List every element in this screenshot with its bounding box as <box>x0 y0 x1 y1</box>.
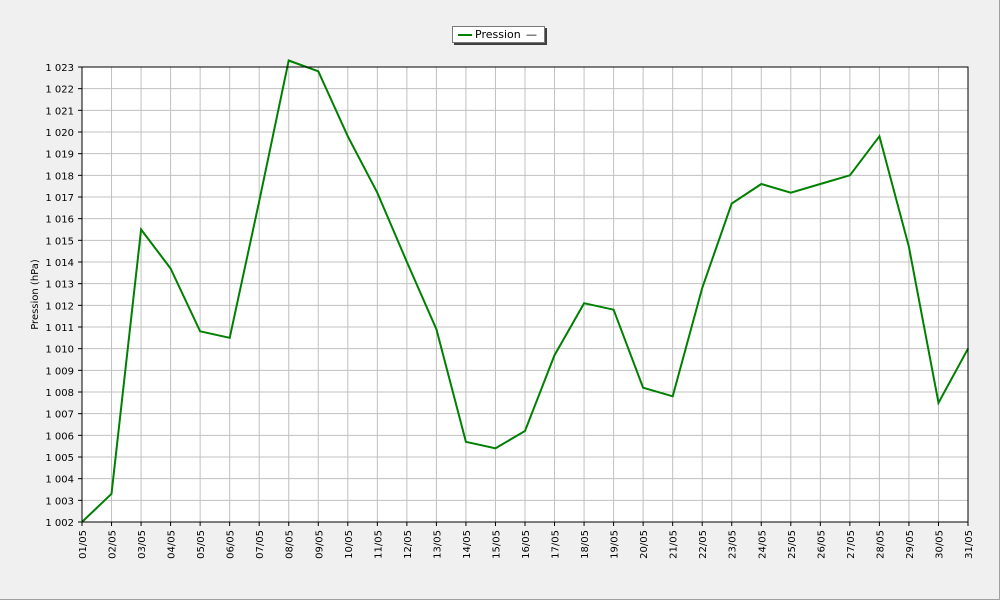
y-tick-label: 1 004 <box>45 475 74 486</box>
data-point <box>435 328 438 330</box>
y-tick-label: 1 002 <box>45 518 74 529</box>
x-tick-label: 22/05 <box>698 530 709 559</box>
x-tick-label: 02/05 <box>108 530 119 559</box>
x-tick-label: 09/05 <box>314 530 325 559</box>
data-point <box>287 59 290 62</box>
legend-label-pression: Pression <box>475 28 521 41</box>
y-tick-label: 1 014 <box>45 258 74 269</box>
plot-border <box>81 66 969 523</box>
x-tick-label: 16/05 <box>521 530 532 559</box>
x-tick-label: 25/05 <box>787 530 798 559</box>
data-point <box>878 135 881 138</box>
x-tick-label: 07/05 <box>255 530 266 559</box>
y-tick-label: 1 020 <box>45 128 74 139</box>
y-tick-label: 1 016 <box>45 215 74 226</box>
data-point <box>612 308 615 311</box>
x-tick-label: 26/05 <box>816 530 827 559</box>
data-point <box>849 174 851 177</box>
y-axis-ticks: 1 002 1 003 1 004 1 005 1 006 1 007 1 008 1 009… <box>45 63 82 529</box>
y-tick-label: 1 008 <box>45 388 74 399</box>
data-point <box>406 261 408 263</box>
x-tick-label: 03/05 <box>137 530 148 559</box>
x-tick-label: 20/05 <box>639 530 650 559</box>
data-point <box>790 191 792 194</box>
data-point <box>228 337 231 339</box>
data-point <box>937 402 940 404</box>
chart-legend: Pression — <box>452 26 545 43</box>
x-tick-label: 10/05 <box>344 530 355 559</box>
y-tick-label: 1 022 <box>45 85 74 96</box>
y-tick-label: 1 015 <box>45 236 74 247</box>
data-point <box>465 441 467 443</box>
x-tick-label: 01/05 <box>78 530 89 559</box>
y-axis-label: Pression (hPa) <box>30 259 41 330</box>
data-point <box>199 330 201 333</box>
data-point <box>140 228 142 231</box>
x-tick-label: 13/05 <box>432 530 443 559</box>
x-tick-label: 28/05 <box>875 530 886 559</box>
x-tick-label: 12/05 <box>403 530 414 559</box>
y-tick-label: 1 011 <box>45 323 74 334</box>
x-tick-label: 27/05 <box>846 530 857 559</box>
data-point <box>642 386 644 389</box>
y-tick-label: 1 018 <box>45 171 74 182</box>
x-tick-label: 15/05 <box>491 530 502 559</box>
x-tick-label: 04/05 <box>167 530 178 559</box>
data-point <box>583 302 585 304</box>
data-point <box>524 430 526 432</box>
x-tick-label: 19/05 <box>610 530 621 559</box>
x-tick-label: 24/05 <box>757 530 768 559</box>
data-point <box>730 202 733 205</box>
data-point <box>494 447 497 450</box>
data-point <box>317 70 320 73</box>
x-tick-label: 31/05 <box>964 530 975 559</box>
x-tick-label: 05/05 <box>196 530 207 559</box>
y-tick-label: 1 013 <box>45 280 74 291</box>
x-tick-label: 30/05 <box>934 530 945 559</box>
y-tick-label: 1 023 <box>45 63 74 74</box>
x-tick-label: 14/05 <box>462 530 473 559</box>
data-point <box>110 493 113 495</box>
y-tick-label: 1 021 <box>45 106 74 117</box>
y-tick-label: 1 009 <box>45 366 74 377</box>
y-tick-label: 1 006 <box>45 431 74 442</box>
x-tick-label: 11/05 <box>373 530 384 559</box>
data-point <box>908 246 910 248</box>
y-tick-label: 1 005 <box>45 453 74 464</box>
data-point <box>553 354 556 356</box>
x-tick-label: 06/05 <box>226 530 237 559</box>
y-tick-label: 1 003 <box>45 496 74 507</box>
x-axis-ticks: 01/05 02/05 03/05 04/05 05/05 06/05 07/05 08/05… <box>78 522 975 559</box>
legend-swatch-pression <box>458 34 472 36</box>
x-tick-label: 29/05 <box>905 530 916 559</box>
data-point <box>169 267 172 270</box>
x-tick-label: 23/05 <box>728 530 739 559</box>
y-tick-label: 1 012 <box>45 301 74 312</box>
data-point <box>376 191 379 194</box>
data-point <box>701 287 703 289</box>
x-tick-label: 17/05 <box>551 530 562 559</box>
y-tick-label: 1 017 <box>45 193 74 204</box>
x-tick-label: 21/05 <box>669 530 680 559</box>
data-point <box>760 183 763 185</box>
y-tick-label: 1 007 <box>45 410 74 421</box>
x-tick-label: 18/05 <box>580 530 591 559</box>
x-gridlines <box>81 67 969 522</box>
x-tick-label: 08/05 <box>285 530 296 559</box>
data-point <box>671 395 674 398</box>
data-point <box>347 135 349 138</box>
y-tick-label: 1 019 <box>45 150 74 161</box>
data-point <box>258 200 261 203</box>
legend-marker-pression: — <box>526 28 537 41</box>
data-point <box>819 183 822 185</box>
y-tick-label: 1 010 <box>45 345 74 356</box>
